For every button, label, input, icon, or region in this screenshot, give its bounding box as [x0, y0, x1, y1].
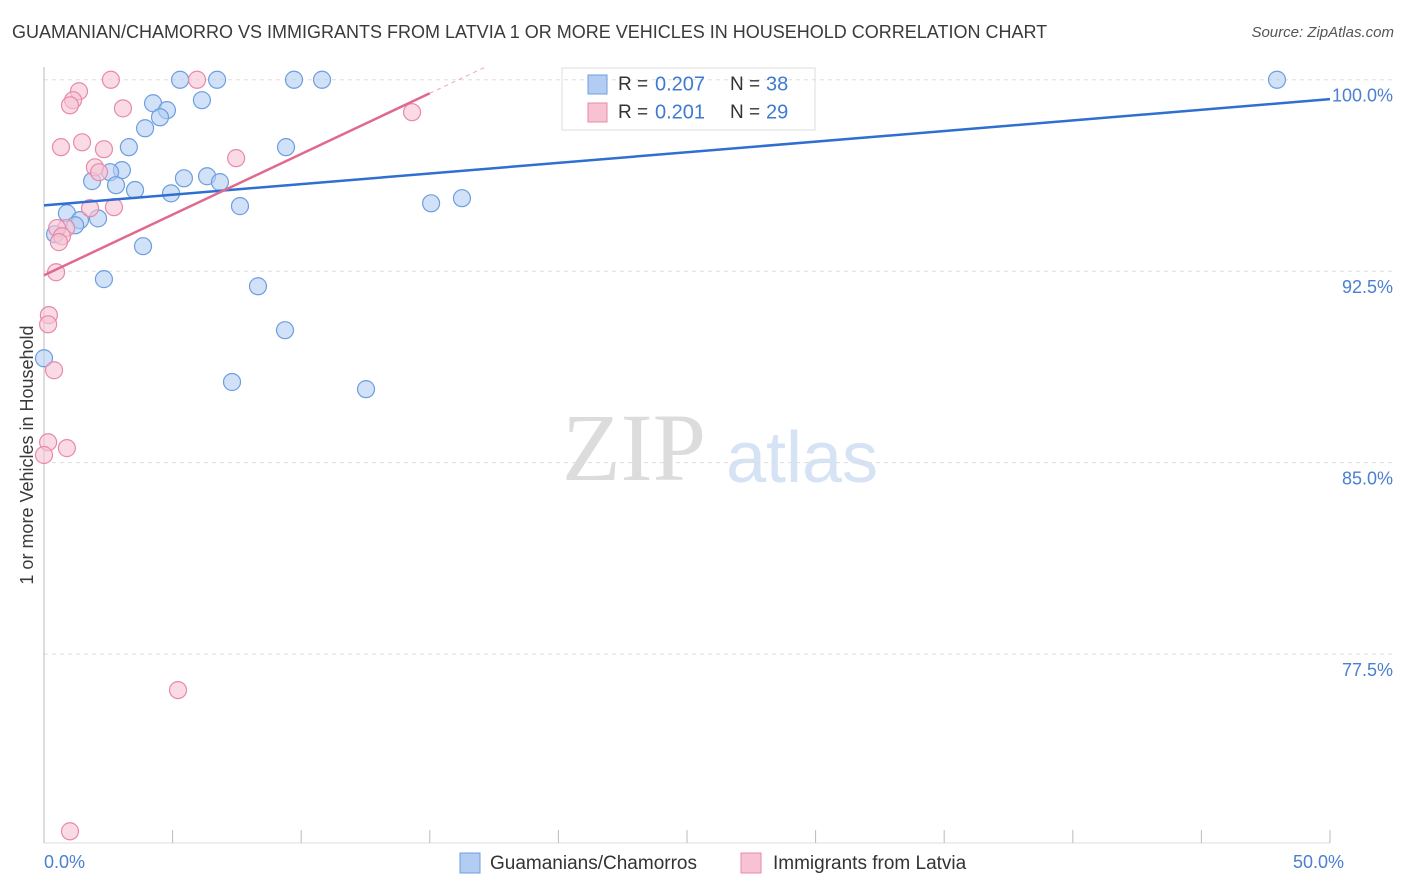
legend-swatch: [740, 852, 762, 874]
legend-swatch: [587, 102, 608, 123]
scatter-point: [276, 138, 296, 157]
scatter-point: [60, 822, 80, 841]
scatter-point: [207, 70, 227, 89]
chart-title: GUAMANIAN/CHAMORRO VS IMMIGRANTS FROM LA…: [12, 22, 1047, 42]
legend-swatch: [459, 852, 481, 874]
scatter-point: [44, 361, 64, 380]
scatter-point: [168, 680, 188, 700]
legend-r-label: R =: [618, 74, 648, 95]
scatter-point: [34, 349, 54, 368]
y-tick-label: 100.0%: [1332, 86, 1393, 106]
scatter-point: [222, 372, 242, 392]
scatter-point: [174, 169, 194, 188]
scatter-point: [1267, 70, 1287, 89]
scatter-point: [89, 163, 109, 182]
legend-label: Guamanians/Chamorros: [490, 853, 697, 874]
scatter-point: [192, 91, 212, 110]
scatter-point: [312, 70, 332, 89]
scatter-point: [125, 180, 145, 200]
y-axis-label: 1 or more Vehicles in Household: [17, 325, 37, 584]
y-tick-label: 77.5%: [1342, 660, 1393, 680]
trend-extension: [429, 66, 486, 94]
scatter-point: [72, 133, 92, 152]
scatter-point: [170, 70, 190, 89]
scatter-point: [34, 445, 54, 465]
x-tick-label: 0.0%: [44, 852, 85, 872]
legend-n-label: N =: [730, 102, 760, 123]
scatter-point: [227, 149, 246, 168]
scatter-point: [49, 233, 69, 252]
scatter-point: [356, 380, 376, 399]
scatter-point: [135, 119, 155, 138]
scatter-point: [210, 173, 230, 192]
legend-label: Immigrants from Latvia: [773, 853, 967, 874]
legend-r-value: 0.201: [655, 101, 705, 123]
scatter-point: [60, 96, 80, 115]
scatter-point: [80, 199, 100, 218]
legend-n-value: 38: [766, 73, 788, 95]
watermark: atlas: [726, 418, 878, 498]
scatter-point: [57, 439, 76, 458]
trend-line: [43, 92, 431, 277]
scatter-point: [150, 108, 170, 127]
scatter-point: [94, 270, 114, 289]
scatter-point: [402, 103, 422, 122]
scatter-point: [113, 99, 133, 118]
scatter-point: [275, 321, 295, 340]
scatter-point: [51, 138, 71, 157]
scatter-point: [230, 197, 250, 216]
scatter-point: [119, 138, 138, 157]
scatter-point: [421, 194, 441, 213]
legend-n-label: N =: [730, 74, 760, 95]
y-tick-label: 85.0%: [1342, 468, 1393, 488]
watermark: ZIP: [562, 394, 706, 501]
scatter-point: [106, 176, 126, 195]
trend-line: [43, 97, 1331, 207]
scatter-point: [248, 277, 268, 296]
scatter-point: [101, 70, 120, 89]
scatter-point: [133, 237, 153, 256]
y-tick-label: 92.5%: [1342, 277, 1393, 297]
x-tick-label: 50.0%: [1293, 852, 1344, 872]
scatter-point: [452, 189, 472, 208]
scatter-point: [94, 140, 114, 159]
legend-swatch: [587, 74, 608, 95]
legend-r-value: 0.207: [655, 73, 705, 95]
legend-n-value: 29: [766, 101, 788, 123]
scatter-point: [187, 70, 207, 89]
legend-r-label: R =: [618, 102, 648, 123]
scatter-point: [39, 315, 58, 334]
source: Source: ZipAtlas.com: [1251, 24, 1394, 41]
scatter-point: [284, 70, 304, 89]
